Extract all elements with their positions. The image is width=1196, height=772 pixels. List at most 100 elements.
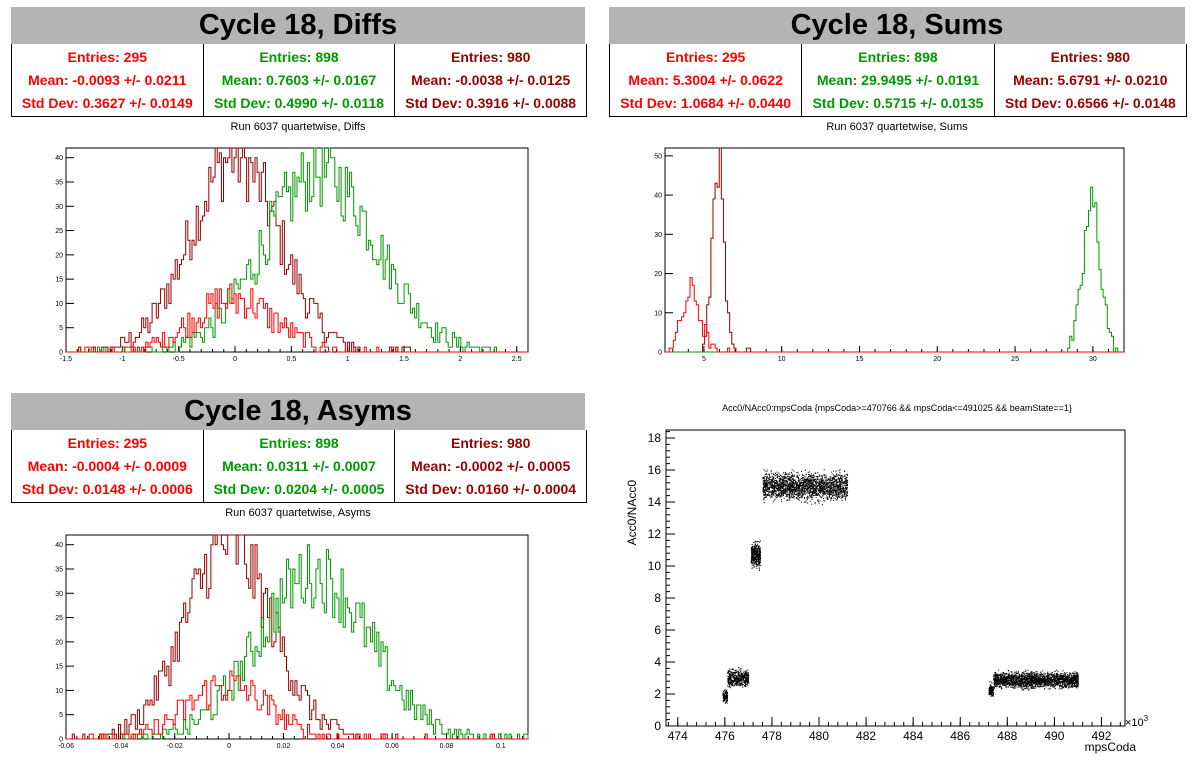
- scatter-xlabel: mpsCoda: [1085, 740, 1137, 754]
- stats-mean: Mean: 5.6791 +/- 0.0210: [1013, 71, 1168, 88]
- y-tick-label: 20: [55, 639, 63, 646]
- x-tick-label: 478: [762, 729, 782, 743]
- y-tick-label: 5: [59, 712, 63, 719]
- y-tick-label: 2: [654, 687, 661, 701]
- x-tick-label: -0.5: [173, 356, 185, 363]
- stats-std: Std Dev: 0.0204 +/- 0.0005: [213, 480, 385, 497]
- stats-mean: Mean: -0.0004 +/- 0.0009: [27, 457, 187, 474]
- y-tick-label: 10: [55, 301, 63, 308]
- y-tick-label: 25: [55, 615, 63, 622]
- scatter-cluster-3: [762, 469, 849, 505]
- y-tick-label: 4: [654, 655, 661, 669]
- x-tick-label: 0.08: [440, 743, 454, 750]
- y-tick-label: 0: [654, 719, 661, 733]
- sums-stats-box: Entries: 295 Mean: 5.3004 +/- 0.0622 Std…: [609, 44, 1187, 117]
- stats-std: Std Dev: 0.3627 +/- 0.0149: [21, 94, 193, 111]
- histogram-series-2: [665, 276, 1124, 353]
- stats-mean: Mean: 0.7603 +/- 0.0167: [221, 71, 377, 88]
- diffs-stats-red: Entries: 295 Mean: -0.0093 +/- 0.0211 St…: [12, 44, 203, 116]
- x-tick-label: 0: [233, 356, 237, 363]
- histogram-series-1: [66, 544, 529, 740]
- x-tick-label: 20: [933, 356, 941, 363]
- x-tick-label: 0.04: [331, 743, 345, 750]
- scatter-ylabel: Acc0/NAcc0: [625, 480, 639, 546]
- scatter-cluster-1: [727, 666, 750, 689]
- x-tick-label: 486: [950, 729, 970, 743]
- scatter-title: Acc0/NAcc0:mpsCoda {mpsCoda>=470766 && m…: [722, 403, 1072, 413]
- scatter-cluster-4: [988, 681, 995, 698]
- y-tick-label: 30: [55, 591, 63, 598]
- x-tick-label: 1.5: [399, 356, 409, 363]
- y-tick-label: 30: [55, 204, 63, 211]
- x-tick-label: 0.1: [496, 743, 506, 750]
- plot-frame: [65, 534, 529, 740]
- histogram-series-2: [66, 670, 528, 740]
- x-tick-label: 474: [668, 729, 688, 743]
- y-tick-label: 20: [654, 271, 662, 278]
- x-tick-label: -1: [119, 356, 125, 363]
- stats-mean: Mean: -0.0002 +/- 0.0005: [411, 457, 571, 474]
- stats-entries: Entries: 898: [259, 435, 339, 452]
- sums-stats-darkred: Entries: 980 Mean: 5.6791 +/- 0.0210 Std…: [993, 44, 1186, 116]
- stats-entries: Entries: 980: [1050, 49, 1130, 66]
- stats-mean: Mean: 29.9495 +/- 0.0191: [816, 71, 980, 88]
- stats-mean: Mean: -0.0038 +/- 0.0125: [411, 71, 571, 88]
- y-tick-label: 40: [55, 542, 63, 549]
- plot-frame: [65, 147, 529, 353]
- x-tick-label: 2.5: [512, 356, 522, 363]
- stats-std: Std Dev: 0.4990 +/- 0.0118: [213, 94, 385, 111]
- asyms-subtitle: Run 6037 quartetwise, Asyms: [225, 507, 371, 519]
- diffs-histogram: -1.5 -1 -0.5 0 0.5 1 1.5 2 2.5 0 5 10 15 20 25 30 35 40: [55, 147, 529, 363]
- histogram-series-0: [665, 147, 1124, 353]
- x-tick-label: 10: [778, 356, 786, 363]
- stats-std: Std Dev: 1.0684 +/- 0.0440: [620, 94, 792, 111]
- asyms-title: Cycle 18, Asyms: [11, 393, 585, 430]
- x-tick-label: 0.02: [277, 743, 291, 750]
- y-tick-label: 0: [59, 737, 63, 744]
- scatter-exponent: ×103: [1125, 714, 1149, 729]
- y-tick-label: 25: [55, 228, 63, 235]
- x-tick-label: 484: [903, 729, 923, 743]
- y-tick-label: 0: [658, 350, 662, 357]
- stats-mean: Mean: -0.0093 +/- 0.0211: [28, 71, 187, 88]
- sums-subtitle: Run 6037 quartetwise, Sums: [826, 121, 968, 133]
- x-tick-label: 476: [715, 729, 735, 743]
- sums-stats-red: Entries: 295 Mean: 5.3004 +/- 0.0622 Std…: [610, 44, 801, 116]
- y-tick-label: 20: [55, 252, 63, 259]
- stats-std: Std Dev: 0.3916 +/- 0.0088: [405, 94, 577, 111]
- sums-stats-green: Entries: 898 Mean: 29.9495 +/- 0.0191 St…: [801, 44, 993, 116]
- x-tick-label: -0.04: [112, 743, 128, 750]
- scatter-plot: Acc0/NAcc0 mpsCoda ×103 474 476 478 480 482 4…: [625, 429, 1149, 754]
- plot-frame: [664, 147, 1125, 353]
- x-tick-label: 5: [702, 356, 706, 363]
- x-tick-label: 0.5: [286, 356, 296, 363]
- asyms-stats-red: Entries: 295 Mean: -0.0004 +/- 0.0009 St…: [12, 430, 203, 502]
- y-tick-label: 15: [55, 277, 63, 284]
- stats-std: Std Dev: 0.0160 +/- 0.0004: [405, 480, 577, 497]
- asyms-stats-darkred: Entries: 980 Mean: -0.0002 +/- 0.0005 St…: [394, 430, 586, 502]
- stats-entries: Entries: 295: [665, 49, 746, 66]
- x-tick-label: 15: [856, 356, 864, 363]
- x-tick-label: 1: [346, 356, 350, 363]
- x-tick-label: -1.5: [60, 356, 72, 363]
- y-tick-label: 30: [654, 232, 662, 239]
- y-tick-label: 18: [648, 431, 662, 445]
- x-tick-label: 480: [809, 729, 829, 743]
- scatter-cluster-2: [750, 540, 762, 571]
- plot-frame: [665, 429, 1126, 727]
- y-tick-label: 40: [55, 155, 63, 162]
- y-tick-label: 40: [654, 193, 662, 200]
- x-tick-label: 490: [1044, 729, 1064, 743]
- diffs-title: Cycle 18, Diffs: [11, 7, 585, 44]
- y-tick-label: 10: [654, 310, 662, 317]
- x-tick-label: 492: [1091, 729, 1111, 743]
- x-tick-label: 25: [1011, 356, 1019, 363]
- stats-entries: Entries: 295: [67, 49, 148, 66]
- stats-std: Std Dev: 0.0148 +/- 0.0006: [21, 480, 193, 497]
- y-tick-label: 15: [55, 664, 63, 671]
- histogram-series-0: [66, 534, 528, 740]
- x-tick-label: -0.06: [58, 743, 74, 750]
- y-tick-label: 10: [55, 688, 63, 695]
- y-tick-label: 35: [55, 567, 63, 574]
- diffs-stats-green: Entries: 898 Mean: 0.7603 +/- 0.0167 Std…: [202, 44, 395, 116]
